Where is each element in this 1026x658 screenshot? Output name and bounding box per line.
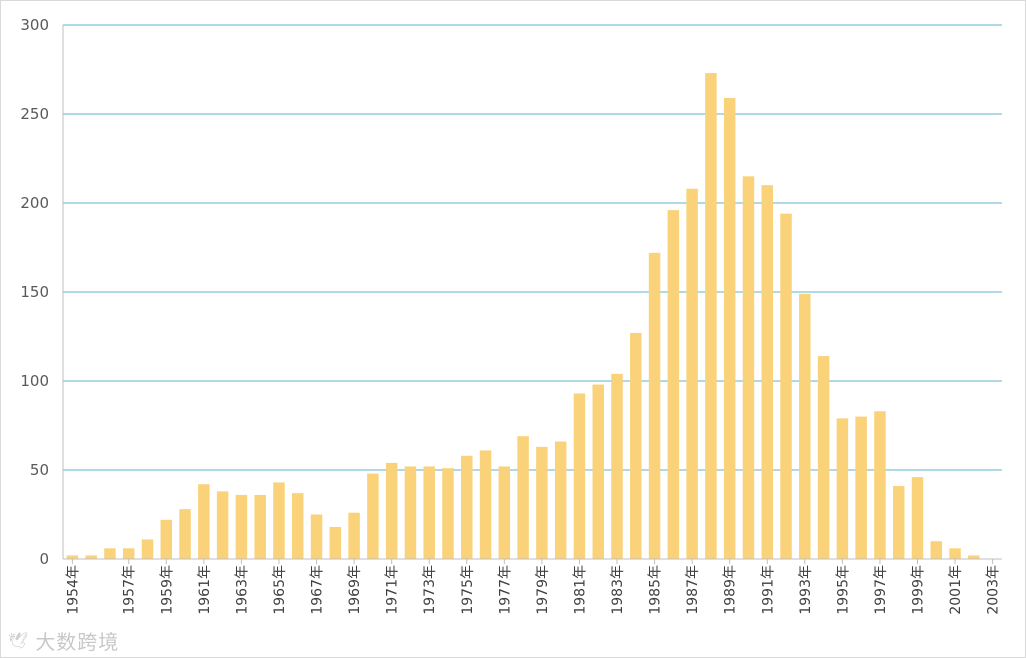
- x-tick-label: 1963年: [234, 565, 250, 615]
- x-tick-label: 1983年: [610, 565, 626, 615]
- bar: [367, 473, 379, 559]
- bar: [179, 509, 191, 559]
- bar: [498, 466, 511, 559]
- bar: [160, 519, 173, 559]
- bar: [461, 455, 473, 559]
- bar: [385, 462, 398, 559]
- bar: [930, 541, 943, 559]
- x-tick-label: 1965年: [272, 565, 288, 615]
- bar: [780, 213, 792, 559]
- bar: [874, 411, 886, 559]
- bar: [292, 493, 304, 559]
- x-tick-label: 1985年: [648, 565, 664, 615]
- bar: [630, 332, 642, 559]
- x-tick-label: 1975年: [460, 565, 476, 615]
- x-tick-label: 1995年: [835, 565, 851, 615]
- bar: [517, 436, 529, 559]
- gridlines: [63, 24, 1002, 471]
- x-tick-label: 1999年: [911, 565, 927, 615]
- bar: [66, 555, 79, 559]
- x-tick-label: 1993年: [798, 565, 814, 615]
- x-tick-label: 1961年: [197, 565, 213, 615]
- bar: [141, 539, 154, 559]
- bar: [423, 466, 435, 559]
- bar: [198, 484, 210, 559]
- bars: [66, 73, 980, 560]
- y-tick-label: 250: [20, 105, 49, 123]
- bar: [817, 356, 830, 559]
- bar: [705, 73, 717, 559]
- bar: [479, 450, 492, 559]
- x-tick-label: 1969年: [347, 565, 363, 615]
- bar: [442, 468, 454, 559]
- bar: [761, 185, 773, 559]
- x-tick-label: 1959年: [159, 565, 175, 615]
- x-tick-label: 1991年: [760, 565, 776, 615]
- bar: [536, 446, 548, 559]
- x-tick-label: 2001年: [948, 565, 964, 615]
- bar: [968, 555, 980, 559]
- y-tick-label: 200: [20, 194, 49, 212]
- watermark-logo-icon: 🕊: [8, 631, 30, 650]
- x-tick-label: 1989年: [723, 565, 739, 615]
- bar: [85, 555, 97, 559]
- watermark-text: 大数跨境: [35, 630, 120, 654]
- bar: [667, 210, 680, 559]
- bar: [855, 416, 867, 559]
- x-tick-label: 2003年: [986, 565, 1002, 615]
- watermark: 🕊 大数跨境: [8, 626, 119, 655]
- y-tick-label: 300: [20, 16, 49, 34]
- bar: [404, 466, 417, 559]
- bar: [892, 486, 905, 559]
- axes: [62, 25, 1002, 564]
- y-tick-label: 100: [20, 372, 49, 390]
- bar: [554, 441, 567, 559]
- bar: [348, 512, 360, 559]
- bar: [686, 188, 698, 559]
- bar: [949, 548, 961, 559]
- bar: [911, 477, 924, 559]
- bar: [254, 494, 266, 559]
- x-tick-label: 1971年: [385, 565, 401, 615]
- x-tick-label: 1954年: [65, 565, 81, 615]
- bar: [329, 526, 342, 559]
- x-tick-label: 1987年: [685, 565, 701, 615]
- x-tick-label: 1973年: [422, 565, 438, 615]
- bar: [573, 393, 586, 559]
- x-tick-label: 1981年: [573, 565, 589, 615]
- x-axis-tick-labels: 1954年 1957年 1959年 1961年 1963年 1965年 1967年 1969年…: [65, 565, 1001, 615]
- bar: [648, 252, 661, 559]
- bar: [742, 176, 755, 560]
- bar: [104, 548, 116, 559]
- y-tick-label: 50: [30, 461, 49, 479]
- bar: [273, 482, 285, 559]
- x-tick-label: 1997年: [873, 565, 889, 615]
- bar: [310, 514, 323, 559]
- bar: [216, 491, 229, 559]
- x-tick-label: 1977年: [497, 565, 513, 615]
- bar: [235, 494, 248, 559]
- y-tick-label: 0: [39, 550, 49, 568]
- y-tick-label: 150: [20, 283, 49, 301]
- bar: [836, 418, 849, 559]
- bar: [611, 373, 623, 559]
- bar: [723, 97, 736, 559]
- bar: [799, 293, 811, 559]
- x-tick-label: 1979年: [535, 565, 551, 615]
- bar: [592, 384, 604, 559]
- bar: [122, 548, 135, 559]
- x-tick-label: 1957年: [122, 565, 138, 615]
- y-axis-tick-labels: 0 50 100 150 200 250 300: [20, 16, 49, 568]
- x-tick-label: 1967年: [310, 565, 326, 615]
